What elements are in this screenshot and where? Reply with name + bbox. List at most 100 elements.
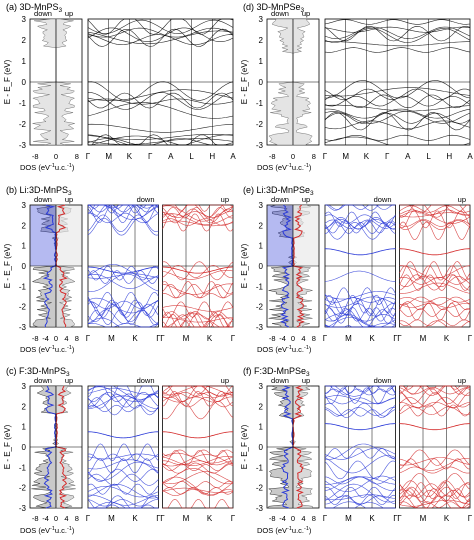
y-axis-label: E - E_F (eV) [3,59,12,104]
y-axis-label: E - E_F (eV) [3,243,12,288]
dos-x-axis-label: DOS (eV-1u.c.-1) [20,163,75,172]
band-curve [87,393,159,403]
k-point-label: M [342,152,349,161]
band-curve [324,287,396,305]
dos-x-tick-label: 0 [291,334,295,343]
band-curve [324,475,396,492]
y-tick-label: -3 [19,141,27,150]
panel-d: (d) 3D-MnPSe3 E - E_F (eV) -3 -2 -1 0 1 2 3 down u… [240,2,473,172]
band-curve [87,27,234,38]
band-panel-spin-down-spin-label: down [137,376,155,385]
k-point-label: Γ [156,514,161,523]
band-curve [162,281,234,299]
band-curve [88,135,233,146]
dos-x-tick-label: 8 [312,514,316,523]
dos-spin-down-highlight [267,205,293,266]
y-tick-label: -1 [19,99,27,108]
dos-spin-up-highlight [293,205,319,266]
dos-x-tick-label: 8 [75,514,79,523]
band-curve [87,453,159,461]
k-point-label: Γ [397,514,402,523]
band-curve [324,47,471,53]
band-curve [87,468,159,482]
band-panel-spin-up-spin-label: up [458,195,466,204]
dos-spin-up-label: up [302,195,310,204]
band-curve [399,495,471,509]
band-curve [162,460,234,466]
band-curve [324,387,396,404]
dos-x-tick-label: -4 [42,334,49,343]
dopant-band [324,423,396,431]
band-curve [87,102,234,119]
band-curve [399,404,471,417]
band-curve [325,502,396,509]
y-tick-label: -3 [256,504,264,513]
dos-x-tick-label: -8 [269,514,276,523]
panel-title: (b) Li:3D-MnPS3 [6,185,72,197]
dos-x-tick-label: 4 [64,514,68,523]
band-curve [87,299,159,316]
band-curve [325,204,396,211]
panel-e: (e) Li:3D-MnPSe3 E - E_F (eV) -3 -2 -1 0 1 2 3 do… [240,185,473,354]
dos-x-tick-label: -8 [32,152,39,161]
band-curve [325,385,396,397]
dos-spin-down-label: down [34,195,52,204]
band-curve [162,450,234,466]
y-tick-label: 2 [259,402,264,411]
band-curve [399,282,471,294]
dos-spin-up [292,18,313,146]
k-point-label: K [369,514,375,523]
band-curve [399,457,471,466]
y-tick-label: 3 [22,382,27,391]
y-tick-label: 1 [259,57,264,66]
dopant-band [399,423,471,431]
band-curve [324,217,396,230]
band-curve [87,204,159,217]
y-tick-label: -1 [256,463,264,472]
dopant-band [162,266,234,274]
band-curve [162,452,234,464]
band-curve [162,449,234,457]
band-curve [162,293,234,299]
dos-x-tick-label: 8 [312,334,316,343]
band-curve [162,220,234,227]
y-tick-label: 2 [22,221,27,230]
band-curve [399,209,471,216]
y-tick-label: -1 [19,282,27,291]
dos-x-tick-label: -8 [32,514,39,523]
k-point-label: Γ [160,514,165,523]
band-curve [162,462,234,474]
dos-x-tick-label: 4 [301,514,305,523]
y-tick-label: 2 [259,36,264,45]
y-tick-label: -2 [256,120,264,129]
band-curve [87,300,159,309]
dos-spin-down-label: down [34,9,52,18]
band-curve [399,385,471,395]
k-point-label: H [209,152,215,161]
band-curve [87,138,234,146]
band-curve [399,388,471,405]
k-point-label: Γ [86,514,91,523]
y-tick-label: -2 [256,303,264,312]
k-point-label: Γ [86,334,91,343]
band-curve [162,204,234,212]
dos-spin-down-label: down [271,195,289,204]
band-curve [324,219,396,229]
band-curve [324,41,471,47]
band-curve [87,212,159,224]
band-curve [399,276,471,287]
band-curve [399,308,471,318]
band-curve [324,402,396,419]
band-curve [324,88,471,101]
band-curve [87,309,159,326]
band-curve [399,220,471,230]
band-curve [87,394,159,409]
band-curve [324,297,396,317]
band-curve [324,134,471,141]
dos-x-tick-label: 0 [291,514,295,523]
band-curve [87,204,159,213]
band-curve [87,273,159,289]
band-curve [87,138,234,145]
